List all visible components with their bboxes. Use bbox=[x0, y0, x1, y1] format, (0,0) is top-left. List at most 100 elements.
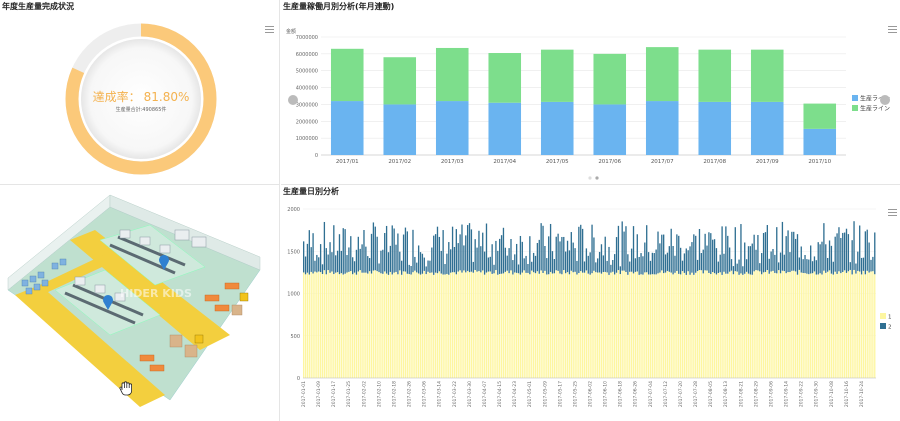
bar-series-2 bbox=[363, 230, 365, 273]
bar-series-1 bbox=[436, 273, 439, 378]
bar-series-1 bbox=[706, 270, 708, 378]
bar-series-2 bbox=[414, 256, 416, 271]
bar-series-1 bbox=[774, 272, 776, 378]
bar-series-2 bbox=[331, 252, 333, 272]
factory-floor-illustration[interactable]: HIDER KIDS bbox=[0, 185, 280, 421]
bar-series-2 bbox=[593, 53, 627, 105]
bar-series-2 bbox=[851, 240, 853, 275]
menu-icon[interactable] bbox=[888, 26, 897, 33]
bar-series-2 bbox=[348, 247, 350, 272]
legend-label: 2 bbox=[888, 325, 892, 331]
legend-label: 1 bbox=[888, 315, 892, 321]
menu-icon[interactable] bbox=[265, 26, 274, 33]
bar-series-1 bbox=[664, 272, 667, 378]
bar-series-1 bbox=[534, 273, 537, 378]
bar-series-2 bbox=[446, 253, 448, 274]
x-tick-label: 2017-01-09 bbox=[316, 381, 322, 407]
bar-series-1 bbox=[457, 271, 459, 378]
bar-series-1 bbox=[832, 274, 834, 378]
bar-series-1 bbox=[597, 272, 599, 378]
bar-series-1 bbox=[676, 270, 678, 378]
bar-series-2 bbox=[713, 239, 716, 274]
bar-series-2 bbox=[321, 264, 324, 275]
x-tick-label: 2017-06-02 bbox=[588, 381, 594, 407]
bar-series-2 bbox=[427, 260, 429, 272]
x-tick-label: 2017-08-21 bbox=[738, 381, 744, 407]
bar-series-2 bbox=[708, 232, 710, 273]
bar-series-2 bbox=[578, 226, 580, 273]
bar-series-2 bbox=[436, 226, 439, 274]
bar-series-2 bbox=[593, 237, 595, 271]
bar-series-2 bbox=[661, 234, 663, 271]
bar-series-1 bbox=[540, 270, 542, 378]
bar-series-2 bbox=[340, 250, 343, 274]
bar-series-2 bbox=[327, 254, 329, 271]
donut-center bbox=[81, 39, 201, 159]
bar-series-2 bbox=[374, 226, 376, 271]
bar-series-2 bbox=[781, 221, 784, 271]
bar-series-1 bbox=[531, 270, 533, 378]
legend-swatch bbox=[852, 95, 858, 101]
bar-series-2 bbox=[468, 223, 471, 273]
bar-series-1 bbox=[598, 272, 601, 378]
bar-series-1 bbox=[640, 274, 642, 378]
bar-series-1 bbox=[363, 272, 365, 378]
bar-series-1 bbox=[659, 272, 661, 378]
bar-series-2 bbox=[721, 226, 723, 275]
bar-series-1 bbox=[331, 271, 333, 378]
bar-series-2 bbox=[730, 259, 733, 271]
bar-series-1 bbox=[661, 270, 663, 378]
bar-series-1 bbox=[843, 270, 846, 378]
x-tick-label: 2017/03 bbox=[441, 159, 464, 165]
bar-series-1 bbox=[319, 272, 322, 378]
bar-series-2 bbox=[525, 255, 527, 273]
legend-label: 生産ライン bbox=[860, 95, 890, 103]
bar-series-1 bbox=[612, 271, 614, 378]
bar-series-2 bbox=[862, 257, 865, 271]
bar-series-1 bbox=[651, 274, 654, 378]
bar-series-1 bbox=[845, 272, 848, 378]
bar-series-2 bbox=[361, 244, 363, 273]
y-tick-label: 500 bbox=[290, 334, 300, 340]
bar-series-1 bbox=[572, 272, 574, 378]
bar-series-1 bbox=[864, 274, 867, 378]
bar-series-2 bbox=[376, 236, 378, 272]
bar-series-2 bbox=[312, 233, 314, 274]
bar-series-2 bbox=[602, 255, 605, 273]
bar-series-2 bbox=[734, 227, 736, 272]
bar-series-2 bbox=[448, 242, 450, 275]
y-tick-label: 6000000 bbox=[296, 52, 318, 58]
bar-series-1 bbox=[374, 270, 376, 378]
bar-series-1 bbox=[512, 274, 514, 378]
bar-series-2 bbox=[712, 239, 714, 273]
x-tick-label: 2017-02-26 bbox=[407, 381, 413, 407]
bar-series-1 bbox=[810, 273, 812, 378]
bar-series-1 bbox=[787, 272, 789, 378]
x-tick-label: 2017/07 bbox=[651, 159, 674, 165]
bar-series-1 bbox=[647, 274, 650, 378]
bar-series-2 bbox=[555, 236, 557, 271]
bar-series-1 bbox=[493, 273, 495, 378]
bar-series-1 bbox=[385, 273, 388, 378]
bar-series-2 bbox=[399, 251, 401, 271]
bar-series-1 bbox=[736, 271, 738, 378]
bar-series-1 bbox=[478, 271, 480, 378]
bar-series-2 bbox=[406, 231, 408, 274]
bar-series-1 bbox=[615, 272, 618, 378]
bar-series-1 bbox=[488, 102, 522, 155]
x-tick-label: 2017-04-15 bbox=[497, 381, 503, 407]
x-tick-label: 2017-02-02 bbox=[361, 381, 367, 407]
bar-series-2 bbox=[344, 229, 346, 274]
bar-series-2 bbox=[868, 242, 870, 273]
bar-series-1 bbox=[796, 274, 799, 378]
monthly-bar-chart: 金额 0 1000000 2000000 3000000 4000000 5000000 60… bbox=[286, 28, 890, 180]
bar-series-1 bbox=[440, 273, 442, 378]
bar-series-1 bbox=[870, 271, 872, 378]
bar-series-2 bbox=[540, 49, 574, 102]
menu-icon[interactable] bbox=[888, 209, 897, 216]
bar-series-1 bbox=[514, 272, 516, 378]
bar-series-2 bbox=[589, 252, 591, 275]
bar-series-2 bbox=[849, 262, 851, 270]
bar-series-1 bbox=[702, 273, 704, 378]
bar-series-2 bbox=[853, 221, 855, 270]
